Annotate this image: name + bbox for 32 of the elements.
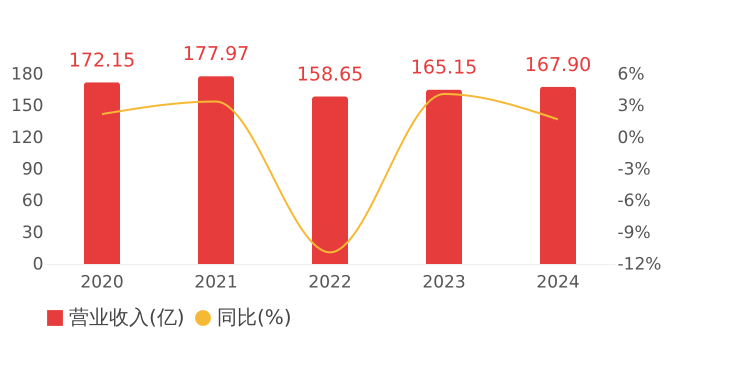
data-label: 167.90 [524, 54, 592, 76]
y-tick-label: 0 [32, 254, 44, 274]
bar [312, 96, 348, 264]
legend-label: 同比(%) [217, 305, 292, 329]
y-tick-label: 60 [22, 191, 44, 212]
bar [426, 90, 462, 264]
y2-tick-label: -9% [618, 222, 651, 243]
legend-label: 营业收入(亿) [69, 305, 185, 329]
y2-tick-label: -3% [618, 160, 651, 180]
y2-tick-label: -12% [618, 254, 662, 274]
data-label: 177.97 [182, 43, 250, 66]
x-tick-label: 2021 [194, 272, 238, 292]
data-label: 158.65 [296, 64, 364, 86]
y-tick-label: 30 [22, 222, 44, 243]
data-label: 172.15 [68, 49, 136, 72]
y-tick-label: 150 [11, 96, 44, 116]
data-label: 165.15 [410, 56, 478, 79]
bar [84, 82, 120, 264]
y2-tick-label: 0% [618, 128, 644, 148]
x-tick-label: 2022 [308, 272, 352, 292]
x-tick-label: 2023 [422, 272, 466, 292]
x-tick-label: 2020 [80, 272, 124, 292]
x-tick-label: 2024 [536, 272, 580, 292]
y-tick-label: 90 [22, 160, 44, 180]
y2-tick-label: 6% [618, 64, 644, 84]
y2-tick-label: -6% [618, 191, 651, 212]
bar [198, 76, 234, 264]
y-tick-label: 180 [11, 64, 44, 84]
y2-tick-label: 3% [618, 96, 644, 116]
line-series [101, 93, 559, 254]
bar [540, 86, 576, 264]
y-tick-label: 120 [11, 128, 44, 148]
